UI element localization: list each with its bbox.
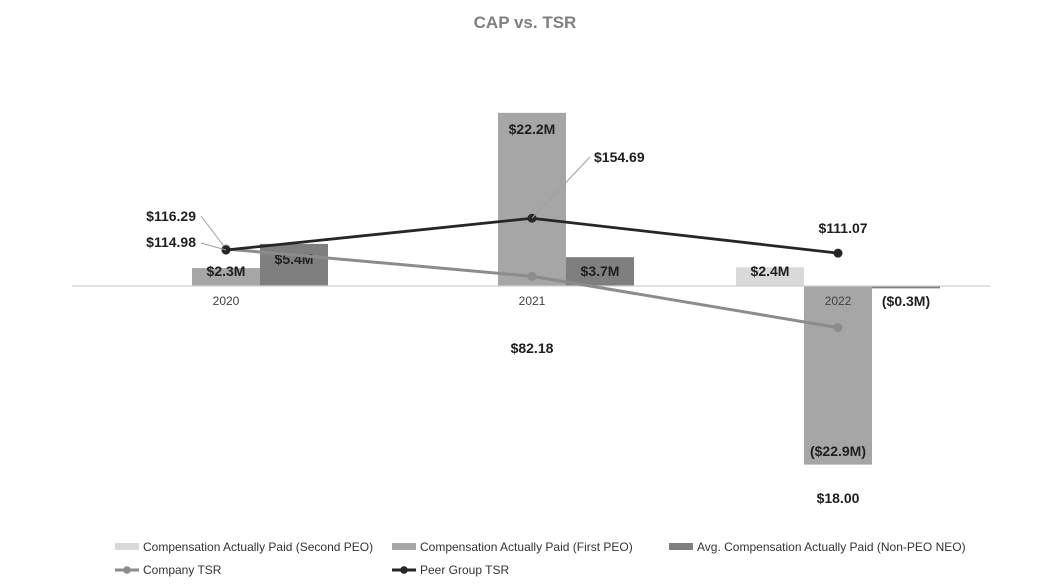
- bar-2022-1: [736, 267, 804, 286]
- line-data-label: $154.69: [594, 149, 645, 165]
- x-tick-label: 2021: [519, 294, 546, 308]
- legend-item: Avg. Compensation Actually Paid (Non-PEO…: [669, 540, 966, 554]
- legend-label: Compensation Actually Paid (Second PEO): [143, 540, 373, 554]
- line-point: [833, 323, 843, 333]
- legend-swatch: [115, 543, 139, 550]
- bar-2021-2: [498, 112, 566, 286]
- x-tick-label: 2022: [825, 294, 852, 308]
- bar-data-label: $3.7M: [581, 263, 620, 279]
- bar-data-label: $2.4M: [751, 263, 790, 279]
- legend-label: Compensation Actually Paid (First PEO): [420, 540, 633, 554]
- legend-label: Avg. Compensation Actually Paid (Non-PEO…: [697, 540, 966, 554]
- legend-marker: [400, 566, 408, 574]
- bar-data-label: ($22.9M): [810, 443, 866, 459]
- x-tick-label: 2020: [213, 294, 240, 308]
- legend-marker: [123, 566, 131, 574]
- legend: Compensation Actually Paid (Second PEO) C…: [115, 540, 966, 577]
- bar-data-label: $2.3M: [207, 263, 246, 279]
- bar-2022-3: [872, 286, 940, 289]
- legend-item: Compensation Actually Paid (Second PEO): [115, 540, 373, 554]
- leader-line: [200, 215, 227, 250]
- line-data-label: $111.07: [818, 220, 867, 236]
- legend-label: Peer Group TSR: [420, 563, 509, 577]
- bar-2021-3: [566, 257, 634, 286]
- line-point: [833, 248, 843, 258]
- line-data-label: $18.00: [817, 490, 860, 506]
- leader-line: [200, 242, 227, 251]
- bar-2020-2: [192, 268, 260, 286]
- chart-title: CAP vs. TSR: [474, 13, 577, 32]
- plot-area: 2020 2021 2022$2.4M$2.3M$22.2M($22.9M)$5.4…: [72, 112, 990, 506]
- bar-data-label: $22.2M: [509, 121, 556, 137]
- line-point: [527, 271, 537, 281]
- leader-line: [531, 156, 591, 219]
- legend-item: Compensation Actually Paid (First PEO): [392, 540, 633, 554]
- legend-label: Company TSR: [143, 563, 222, 577]
- legend-item: Company TSR: [115, 563, 222, 577]
- line-data-label: $114.98: [146, 234, 196, 250]
- legend-item: Peer Group TSR: [392, 563, 509, 577]
- bar-2022-2: [804, 286, 872, 465]
- bar-2020-3: [260, 243, 328, 286]
- legend-swatch: [669, 543, 693, 550]
- bar-data-label: ($0.3M): [882, 293, 930, 309]
- line-data-label: $116.29: [146, 208, 196, 224]
- legend-swatch: [392, 543, 416, 550]
- line-data-label: $82.18: [511, 340, 554, 356]
